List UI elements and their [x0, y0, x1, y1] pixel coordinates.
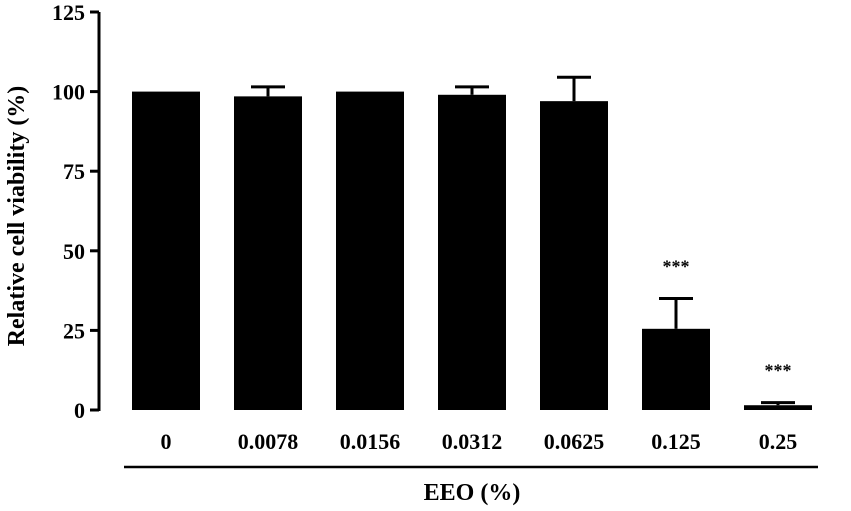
y-tick-label: 50 [63, 239, 85, 264]
y-tick-label: 100 [52, 80, 85, 105]
bar [642, 328, 710, 410]
bar [336, 91, 404, 410]
significance-label: *** [663, 257, 690, 277]
y-axis: 0 25 50 75 100 125 [52, 0, 101, 423]
x-axis-title: EEO (%) [424, 480, 521, 506]
x-tick-label: 0.0312 [442, 429, 503, 454]
bar [744, 405, 812, 410]
bars-group: *** *** [132, 75, 812, 410]
x-tick-label: 0 [161, 429, 172, 454]
y-tick-label: 25 [63, 318, 85, 343]
y-tick-label: 0 [74, 398, 85, 423]
x-tick-label: 0.0625 [544, 429, 605, 454]
bar [234, 96, 302, 410]
bar [438, 94, 506, 410]
x-tick-label: 0.125 [651, 429, 701, 454]
bar [540, 101, 608, 410]
significance-label: *** [765, 361, 792, 381]
x-tick-label: 0.25 [759, 429, 798, 454]
x-axis: 0 0.0078 0.0156 0.0312 0.0625 0.125 0.25 [124, 429, 818, 469]
x-tick-label: 0.0078 [238, 429, 299, 454]
x-tick-label: 0.0156 [340, 429, 401, 454]
bar [132, 91, 200, 410]
y-axis-title: Relative cell viability (%) [4, 86, 30, 347]
y-tick-label: 75 [63, 159, 85, 184]
y-tick-label: 125 [52, 0, 85, 25]
